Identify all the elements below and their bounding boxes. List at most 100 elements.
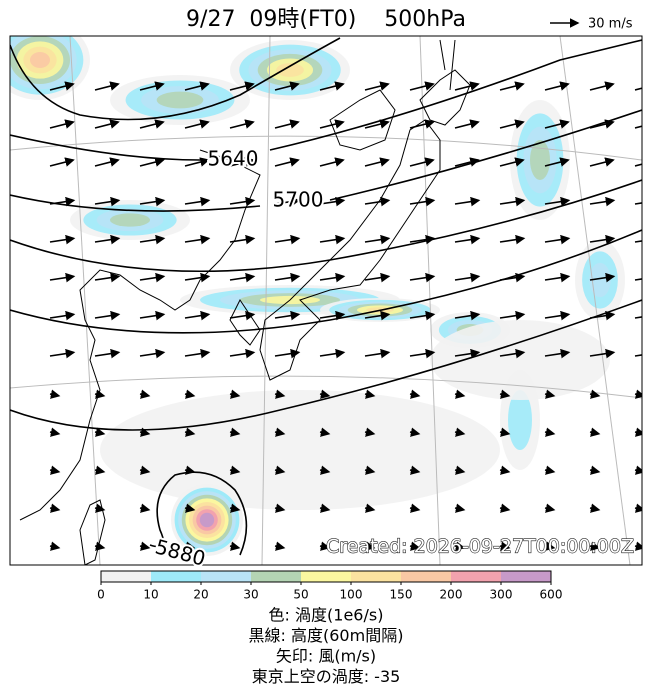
wind-arrow [139,503,151,513]
wind-arrow [94,157,120,167]
wind-arrow [544,427,556,437]
wind-arrow [364,272,391,283]
shade-blob [508,390,532,450]
wind-arrow [229,272,256,283]
wind-arrow [499,272,526,283]
shade-blob [589,262,611,298]
wind-arrow [229,81,255,91]
wind-arrow [499,348,526,359]
wind-arrow [634,465,642,475]
wind-arrow [184,157,210,167]
colorbar-segment [501,571,551,582]
shade-blob [110,213,150,227]
wind-arrow [364,196,391,207]
wind-arrow [229,427,241,437]
wind-arrow [589,157,615,167]
wind-arrow [319,427,331,437]
wind-arrow [274,157,300,167]
wind-arrow [454,541,466,551]
wind-arrow [49,157,75,167]
wind-arrow [634,278,642,281]
wind-arrow [139,157,165,167]
wind-arrow [94,234,121,245]
map-frame [9,35,643,566]
wind-arrow [274,234,301,245]
wind-arrow [274,427,286,437]
wind-arrow [319,119,345,129]
wind-arrow [499,503,511,513]
wind-arrow [634,316,642,319]
wind-arrow [409,348,436,359]
wind-arrow [634,163,642,167]
wind-arrow [139,119,165,129]
vorticity-shading [10,36,625,556]
colorbar-segment [351,571,401,582]
wind-arrow [229,389,241,399]
wind-arrow [409,234,436,245]
wind-arrow [589,541,601,551]
wind-arrow [499,465,511,475]
wind-arrow [94,310,121,321]
wind-arrow [409,503,421,513]
wind-arrow [454,234,481,245]
wind-arrow [589,81,615,91]
wind-arrow [364,157,390,167]
wind-arrow [364,310,391,321]
wind-arrow [274,465,286,475]
colorbar-tick-label: 100 [340,588,363,602]
wind-arrow [319,503,331,513]
wind-arrow [274,81,300,91]
wind-arrow [139,81,165,91]
wind-arrow [409,465,421,475]
wind-arrow [589,427,601,437]
height-contours [10,37,642,556]
wind-arrow [274,196,301,207]
contour-label: 5640 [208,147,259,171]
wind-arrow [94,541,106,551]
wind-arrow [319,81,345,91]
wind-arrow [544,310,571,321]
wind-arrow [634,240,642,243]
legend: 色: 渦度(1e6/s)黒線: 高度(60m間隔) 矢印: 風(m/s)東京上空の… [249,606,404,687]
colorbar-segment [301,571,351,582]
wind-arrow [319,234,346,245]
wind-arrow [454,503,466,513]
colorbar-tick-label: 30 [243,588,258,602]
map [10,36,642,565]
wind-arrow [634,202,642,205]
wind-arrow [364,541,376,551]
wind-arrow [499,310,526,321]
wind-arrow [589,119,615,129]
wind-arrow [544,81,570,91]
wind-arrow [409,272,436,283]
wind-arrow [409,389,421,399]
colorbar-segment [201,571,251,582]
legend-line: 矢印: 風(m/s) [276,647,376,666]
wind-arrow [184,234,211,245]
graticule [10,36,642,565]
colorbar-tick-label: 300 [490,588,513,602]
shade-blob [530,140,550,180]
wind-arrow [409,541,421,551]
wind-arrow [499,541,511,551]
wind-arrow [544,234,571,245]
shade-blob [30,52,50,68]
wind-arrow [274,119,300,129]
wind-arrow [274,272,301,283]
wind-arrow [229,503,241,513]
wind-arrow [184,541,196,551]
wind-arrows [49,81,642,551]
shade-blob [156,91,204,109]
wind-arrow [49,541,61,551]
wind-arrow [49,310,76,321]
wind-arrow [319,196,346,207]
wind-arrow [94,389,106,399]
wind-arrow [139,234,166,245]
colorbar-tick-label: 20 [193,588,208,602]
wind-arrow [454,465,466,475]
wind-arrow [274,310,301,321]
colorbar-tick-label: 150 [390,588,413,602]
wind-arrow [319,465,331,475]
wind-arrow [184,196,211,207]
